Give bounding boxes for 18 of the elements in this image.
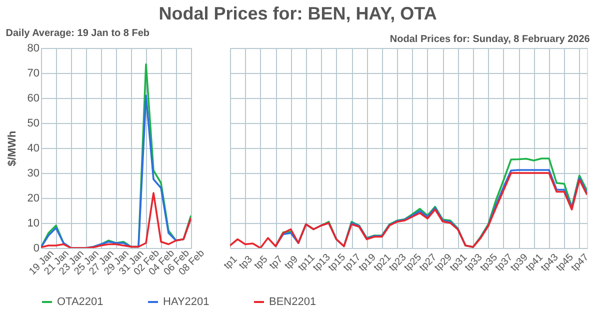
- y-tick-label: 80: [27, 42, 40, 54]
- legend-label: HAY2201: [163, 296, 210, 308]
- x-tick-label: tp1: [222, 254, 240, 272]
- text: Nodal Prices for: BEN, HAY, OTA: [158, 4, 437, 24]
- legend-label: OTA2201: [57, 296, 104, 308]
- y-tick-label: 60: [27, 92, 40, 104]
- y-tick-label: 50: [27, 118, 40, 130]
- y-tick-label: 20: [27, 192, 40, 204]
- y-tick-label: 40: [27, 142, 40, 154]
- y-tick-label: 70: [27, 68, 40, 80]
- legend-label: BEN2201: [269, 296, 316, 308]
- x-tick-label: tp7: [268, 254, 286, 272]
- y-axis-title: $/MWh: [6, 130, 18, 166]
- y-tick-label: 30: [27, 168, 40, 180]
- y-tick-label: 0: [33, 242, 40, 254]
- chart-title: Nodal Prices for: Sunday, 8 February 2026: [390, 34, 590, 45]
- chart-subtitle: Daily Average: 19 Jan to 8 Feb: [6, 28, 150, 39]
- y-tick-label: 10: [27, 218, 40, 230]
